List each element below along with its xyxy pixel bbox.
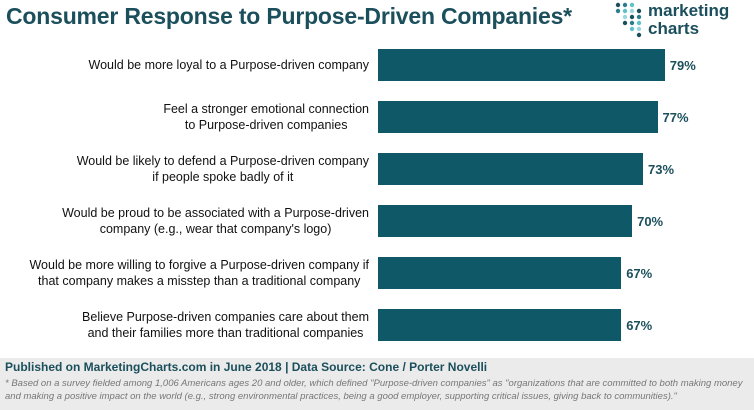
- logo-dot: [622, 20, 628, 26]
- bar-value-label: 73%: [647, 162, 675, 177]
- category-label: Would be more loyal to a Purpose-driven …: [89, 57, 369, 73]
- logo-dot: [629, 14, 635, 20]
- logo-dot: [629, 20, 635, 26]
- category-label: Would be more willing to forgive a Purpo…: [29, 257, 369, 289]
- category-label: Feel a stronger emotional connection to P…: [163, 101, 369, 133]
- logo-dot: [636, 32, 642, 38]
- logo-wordmark: marketing charts: [648, 2, 729, 38]
- logo-dot: [629, 26, 635, 32]
- category-label-line: Feel a stronger emotional connection: [163, 102, 369, 116]
- logo-dot: [636, 8, 642, 14]
- logo-dot: [636, 20, 642, 26]
- logo-dots-icon: [615, 2, 642, 38]
- bar: [378, 309, 622, 341]
- logo-line-2: charts: [648, 19, 700, 38]
- bar-value-label: 77%: [662, 110, 689, 125]
- source-line: Published on MarketingCharts.com in June…: [5, 360, 488, 374]
- category-label-line: Believe Purpose-driven companies care ab…: [82, 310, 369, 324]
- bar: [378, 257, 622, 289]
- bar: [378, 153, 643, 185]
- footnote: * Based on a survey fielded among 1,006 …: [5, 378, 743, 402]
- category-label-line: that company makes a misstep than a trad…: [38, 274, 361, 288]
- marketingcharts-logo: marketing charts: [614, 2, 750, 42]
- category-label-line: to Purpose-driven companies: [184, 118, 348, 132]
- category-label-line: company (e.g., wear that company's logo): [99, 222, 332, 236]
- bar-value-label: 67%: [626, 266, 653, 281]
- bar-value-label: 67%: [626, 318, 653, 333]
- category-label-line: if people spoke badly of it: [152, 170, 294, 184]
- logo-dot: [622, 8, 628, 14]
- category-label-line: and their families more than traditional…: [87, 326, 364, 340]
- bar-value-label: 70%: [637, 214, 664, 229]
- bar: [378, 49, 665, 81]
- category-label: Believe Purpose-driven companies care ab…: [82, 309, 369, 341]
- bar: [378, 101, 658, 133]
- logo-dot: [629, 8, 635, 14]
- category-label: Would be likely to defend a Purpose-driv…: [77, 153, 369, 185]
- category-label-line: Would be proud to be associated with a P…: [62, 206, 369, 220]
- logo-dot: [636, 26, 642, 32]
- category-label: Would be proud to be associated with a P…: [62, 205, 369, 237]
- logo-dot: [615, 8, 621, 14]
- logo-line-1: marketing: [648, 1, 730, 20]
- logo-dot: [622, 14, 628, 20]
- logo-dot: [636, 14, 642, 20]
- bar-value-label: 79%: [669, 58, 696, 73]
- bar: [378, 205, 633, 237]
- category-label-line: Would be more willing to forgive a Purpo…: [29, 258, 369, 272]
- category-label-line: Would be likely to defend a Purpose-driv…: [76, 154, 369, 168]
- footer: Published on MarketingCharts.com in June…: [0, 358, 754, 410]
- chart-title: Consumer Response to Purpose-Driven Comp…: [6, 3, 572, 29]
- bar-chart: 79% Would be more loyal to a Purpose-driv…: [0, 44, 754, 356]
- category-label-line: Would be more loyal to a Purpose-driven …: [88, 58, 369, 72]
- logo-dot: [615, 2, 621, 8]
- logo-dot: [629, 2, 635, 8]
- logo-dot: [622, 2, 628, 8]
